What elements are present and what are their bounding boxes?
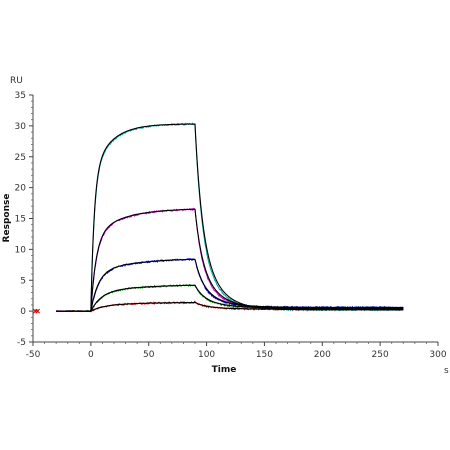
x-tick-label: 300 — [429, 350, 446, 360]
y-tick-label: 35 — [15, 91, 26, 101]
sensorgram-series-1 — [56, 122, 404, 313]
y-axis-title: Response — [2, 194, 12, 243]
fit-curve-2 — [56, 208, 404, 312]
fit-curve-4 — [56, 284, 404, 312]
plot-area — [32, 122, 404, 314]
y-tick-label: 0 — [20, 307, 26, 317]
y-tick-label: 25 — [15, 153, 26, 163]
y-tick-label: 15 — [15, 215, 26, 225]
y-unit-label: RU — [10, 76, 23, 86]
baseline-marker — [35, 308, 40, 314]
x-axis-ticks: -50 0 50 100 150 200 250 300 — [26, 342, 447, 360]
x-tick-label: -50 — [26, 350, 41, 360]
y-axis-ticks: -5 0 5 10 15 20 25 30 35 — [15, 91, 33, 348]
y-tick-label: 10 — [15, 245, 27, 255]
fit-curve-3 — [56, 258, 404, 312]
sensorgram-series-3 — [55, 258, 404, 313]
x-tick-label: 100 — [198, 350, 215, 360]
x-axis-title: Time — [212, 365, 237, 375]
y-tick-label: 30 — [15, 122, 27, 132]
x-tick-label: 250 — [372, 350, 389, 360]
x-tick-label: 0 — [88, 350, 94, 360]
fit-curve-5 — [56, 301, 404, 312]
y-tick-label: 20 — [15, 184, 27, 194]
x-tick-label: 150 — [256, 350, 273, 360]
x-tick-label: 50 — [143, 350, 155, 360]
y-tick-label: -5 — [17, 338, 26, 348]
x-tick-label: 200 — [314, 350, 331, 360]
y-tick-label: 5 — [20, 276, 26, 286]
sensorgram-series-2 — [56, 207, 404, 313]
fit-curve-1 — [56, 123, 404, 312]
x-unit-label: s — [444, 366, 449, 376]
